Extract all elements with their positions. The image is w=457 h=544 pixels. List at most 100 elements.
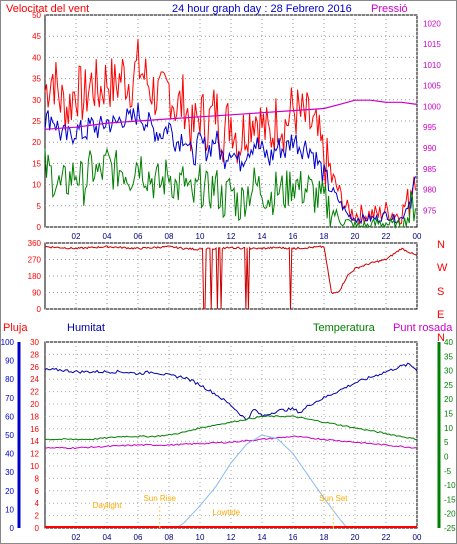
humidity-y-tick: 30 <box>5 468 14 477</box>
climate-annotations: Sun Rise Sun Set Daylight Lowtide <box>93 494 348 528</box>
temperature-y-tick: 0 <box>444 452 449 461</box>
humidity-title: Humitat <box>67 322 105 334</box>
wind-x-tick: 22 <box>382 232 391 241</box>
wind-series-mean <box>44 102 416 225</box>
temperature-y-tick: 25 <box>444 381 453 390</box>
wind-x-tick: 02 <box>72 232 81 241</box>
wind-series-pressure <box>44 99 418 130</box>
direction-grid <box>45 242 418 310</box>
rain-y-tick: 22 <box>30 388 39 397</box>
temperature-y-tick: 5 <box>444 438 449 447</box>
climate-x-tick: 04 <box>103 533 112 542</box>
climate-x-tick: 18 <box>320 533 329 542</box>
humidity-y-tick: 60 <box>5 412 14 421</box>
wind-x-tick: 16 <box>289 232 298 241</box>
dewpoint-title: Punt rosada <box>393 322 453 334</box>
humidity-y-tick: 0 <box>10 524 15 533</box>
rain-y-tick: 30 <box>30 338 39 347</box>
humidity-y-tick: 10 <box>5 505 14 514</box>
climate-series <box>44 362 418 529</box>
wind-y-tick: 35 <box>32 75 41 84</box>
temperature-title: Temperatura <box>313 322 376 334</box>
humidity-y-tick: 40 <box>5 450 14 459</box>
pressure-y-tick: 975 <box>423 206 437 215</box>
wind-x-tick: 14 <box>258 232 267 241</box>
climate-x-tick: 00 <box>413 533 422 542</box>
temperature-y-tick: 35 <box>444 352 453 361</box>
rain-y-tick: 24 <box>30 375 39 384</box>
direction-y-tick: 90 <box>32 289 41 298</box>
wind-y-tick: 25 <box>32 117 41 126</box>
humidity-y-tick: 80 <box>5 375 14 384</box>
rain-y-tick: 18 <box>30 412 39 421</box>
climate-x-tick: 14 <box>258 533 267 542</box>
wind-y-tick: 20 <box>32 138 41 147</box>
wind-x-tick: 10 <box>196 232 205 241</box>
direction-y-tick: 360 <box>28 239 42 248</box>
pressure-y-tick: 1005 <box>423 82 441 91</box>
humidity-y-tick: 70 <box>5 394 14 403</box>
wind-x-tick: 18 <box>320 232 329 241</box>
climate-x-tick: 02 <box>72 533 81 542</box>
climate-series-solar <box>176 434 347 529</box>
annotation-daylight: Daylight <box>93 501 123 510</box>
pressure-y-tick: 1020 <box>423 19 441 28</box>
wind-y-tick: 10 <box>32 181 41 190</box>
rain-y-tick: 2 <box>35 512 40 521</box>
wind-x-tick: 08 <box>165 232 174 241</box>
wind-x-tick: 04 <box>103 232 112 241</box>
pressure-y-tick: 990 <box>423 144 437 153</box>
wind-y-tick: 50 <box>32 11 41 20</box>
climate-series-temperatura <box>44 415 418 441</box>
climate-series-humitat <box>44 362 418 421</box>
pressure-y-tick: 1010 <box>423 61 441 70</box>
chart-title: 24 hour graph day : 28 Febrero 2016 <box>172 3 352 15</box>
temperature-y-tick: -10 <box>444 481 456 490</box>
annotation-sun-set: Sun Set <box>319 494 348 503</box>
humidity-y-tick: 50 <box>5 431 14 440</box>
wind-ticks: 0510152025303540455097598098599099510001… <box>32 11 441 232</box>
rain-y-tick: 10 <box>30 462 39 471</box>
temperature-y-tick: 20 <box>444 395 453 404</box>
pressure-y-tick: 1000 <box>423 102 441 111</box>
compass-label: W <box>437 262 448 274</box>
direction-series-direction <box>44 245 418 310</box>
wind-y-tick: 5 <box>37 202 42 211</box>
climate-ticks: 0102030405060708090100024681012141618202… <box>1 338 456 533</box>
humidity-y-tick: 20 <box>5 487 14 496</box>
compass-label: N <box>437 332 445 344</box>
rain-y-tick: 20 <box>30 400 39 409</box>
compass-label: S <box>437 286 444 298</box>
wind-y-tick: 45 <box>32 32 41 41</box>
compass-label: E <box>437 309 444 321</box>
wind-x-tick: 00 <box>413 232 422 241</box>
temperature-y-tick: 15 <box>444 410 453 419</box>
annotation-sun-rise: Sun Rise <box>143 494 176 503</box>
wind-grid <box>45 14 418 228</box>
pressure-y-tick: 1015 <box>423 40 441 49</box>
climate-x-tick: 10 <box>196 533 205 542</box>
rain-y-tick: 14 <box>30 437 39 446</box>
climate-x-tick: 20 <box>351 533 360 542</box>
wind-x-tick: 06 <box>134 232 143 241</box>
climate-series-punt-rosada <box>44 435 418 450</box>
rain-title: Pluja <box>3 322 28 334</box>
wind-x-tick: 20 <box>351 232 360 241</box>
rain-y-tick: 12 <box>30 450 39 459</box>
direction-y-tick: 180 <box>28 272 42 281</box>
direction-series <box>44 245 418 310</box>
annotation-lowtide: Lowtide <box>213 508 241 517</box>
wind-series-speed <box>44 147 416 229</box>
direction-y-tick: 270 <box>28 256 42 265</box>
rain-y-tick: 26 <box>30 363 39 372</box>
rain-y-tick: 4 <box>35 499 40 508</box>
temperature-y-tick: -5 <box>444 467 452 476</box>
temperature-y-tick: -15 <box>444 495 456 504</box>
temperature-y-tick: 40 <box>444 338 453 347</box>
wind-title: Velocitat del vent <box>6 3 89 15</box>
rain-y-tick: 0 <box>35 524 40 533</box>
climate-x-tick: 12 <box>227 533 236 542</box>
